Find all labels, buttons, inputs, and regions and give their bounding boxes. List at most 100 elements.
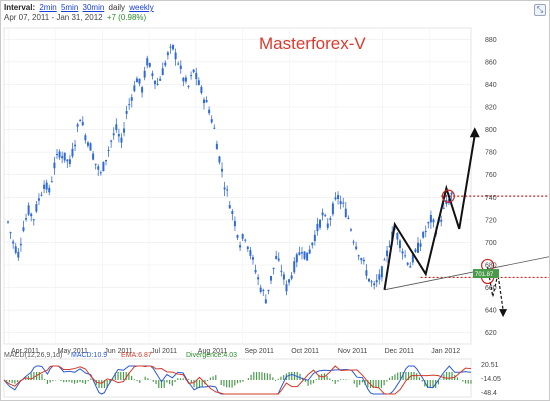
candle: [125, 105, 128, 120]
candle: [94, 163, 97, 170]
macd-frame: [3, 358, 472, 398]
y-tick-label: 780: [485, 150, 497, 157]
candle: [166, 50, 169, 60]
candle: [138, 78, 141, 87]
candle: [161, 62, 164, 76]
candle: [12, 239, 15, 249]
candle: [104, 159, 107, 166]
candle: [450, 192, 453, 200]
candle: [262, 288, 265, 296]
candle: [429, 210, 432, 229]
x-tick-label: Nov 2011: [338, 348, 368, 355]
candle: [272, 267, 275, 275]
interval-2min-link[interactable]: 2min: [39, 3, 57, 12]
candle: [383, 257, 386, 261]
projection-path: [487, 267, 504, 311]
candle: [177, 61, 180, 66]
candle: [349, 227, 352, 232]
candle: [218, 155, 221, 165]
candle: [213, 124, 216, 130]
candle: [275, 250, 278, 260]
candle: [244, 238, 247, 243]
candle: [99, 170, 102, 176]
x-tick-label: Oct 2011: [291, 348, 319, 355]
price-change-text: +7 (0.98%): [106, 13, 147, 22]
macd-params-label: MACD(12,26,9,1d): [4, 352, 62, 359]
candle: [388, 240, 391, 248]
candle: [68, 155, 71, 168]
candle: [22, 220, 25, 233]
candle: [246, 245, 249, 252]
candle: [311, 242, 314, 249]
candle: [334, 192, 337, 201]
candle: [306, 252, 309, 261]
candle: [14, 242, 17, 255]
candle: [373, 280, 376, 290]
candle: [401, 248, 404, 260]
y-tick-label: 840: [485, 82, 497, 89]
y-tick-label: 720: [485, 217, 497, 224]
interval-30min-link[interactable]: 30min: [82, 3, 105, 12]
interval-weekly-link[interactable]: weekly: [129, 3, 154, 12]
candle: [7, 220, 9, 224]
y-tick-label: 880: [485, 37, 497, 44]
candle: [53, 156, 56, 175]
interval-5min-link[interactable]: 5min: [60, 3, 79, 12]
candle: [187, 85, 190, 89]
current-price-label: 701.87: [475, 272, 494, 278]
macd-axis-label: -48.4: [481, 390, 497, 397]
candle: [257, 274, 260, 286]
candle: [316, 217, 319, 236]
x-tick-label: Aug 2011: [198, 348, 228, 355]
candle: [123, 121, 126, 137]
candle: [396, 232, 399, 246]
interval-daily-current: daily: [108, 3, 125, 12]
candle: [35, 201, 38, 214]
candle: [264, 294, 267, 304]
candle: [115, 118, 118, 133]
candle: [71, 142, 74, 159]
candle: [192, 69, 195, 74]
candle: [324, 213, 327, 218]
candle: [130, 94, 133, 108]
candle: [128, 98, 131, 110]
y-tick-label: 740: [485, 195, 497, 202]
candle: [179, 60, 182, 74]
downward-arrow-icon: [499, 309, 508, 318]
candle: [370, 279, 373, 287]
candle: [344, 202, 347, 218]
expand-chart-icon[interactable]: ⤡: [534, 4, 546, 16]
candle: [9, 231, 12, 239]
candle: [143, 66, 146, 81]
x-tick-label: Jun 2011: [104, 348, 132, 355]
candle: [43, 180, 46, 194]
candle: [153, 80, 156, 90]
y-tick-label: 860: [485, 59, 497, 66]
candle: [30, 212, 33, 222]
candle: [151, 70, 154, 80]
watermark-title: Masterforex-V: [259, 34, 366, 53]
candle: [92, 150, 95, 161]
chart-grid: [3, 27, 472, 345]
candle: [303, 251, 306, 260]
pattern-annotations: 701.87: [383, 127, 549, 318]
candle: [148, 62, 151, 68]
candle: [228, 200, 231, 209]
candle: [339, 195, 342, 210]
candle: [112, 127, 115, 140]
candle: [277, 252, 280, 263]
candle: [239, 241, 242, 252]
candle: [409, 262, 412, 268]
candle: [89, 142, 92, 151]
candle: [17, 247, 20, 261]
candle: [313, 230, 316, 246]
x-axis: Apr 2011 May 2011 Jun 2011 Jul 2011 Aug 2011…: [11, 348, 460, 355]
candle: [290, 271, 293, 281]
candle: [442, 203, 445, 210]
x-tick-label: Jul 2011: [151, 348, 177, 355]
y-tick-label: 680: [485, 263, 497, 270]
candle: [200, 85, 203, 95]
candle: [86, 140, 89, 148]
